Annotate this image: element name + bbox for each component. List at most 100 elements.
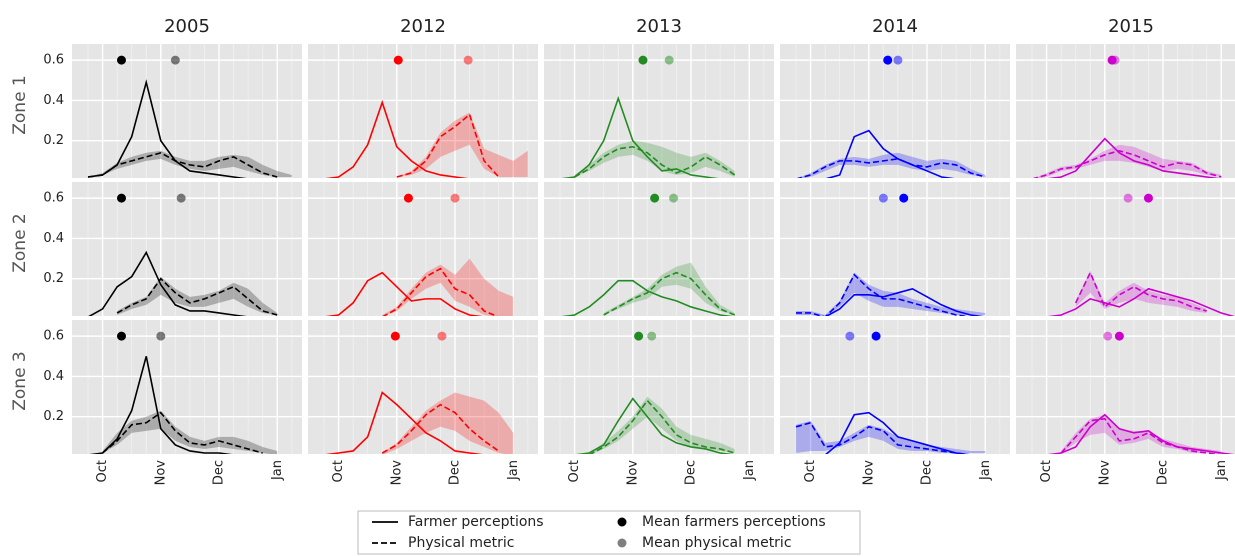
x-tick-label: Oct [803,460,818,482]
panel-background [72,182,302,316]
row-label: Zone 2 [10,213,30,273]
mean-farmer-dot [403,193,413,203]
y-tick-label: 0.2 [43,271,64,286]
farmer-line [1048,287,1235,316]
range-band [102,410,278,454]
x-tick-label: Dec [920,460,935,485]
physical-line [796,273,970,316]
x-tick-label: Jan [270,460,285,481]
panel [1016,320,1235,454]
physical-line [795,421,970,454]
mean-physical-dot [664,55,674,65]
mean-physical-dot [1123,193,1133,203]
mean-farmer-dot [1143,193,1153,203]
range-band [1075,270,1207,313]
panel [780,320,1010,454]
farmer-line [87,79,247,178]
x-tick-label: Dec [212,460,227,485]
x-tick-label: Jan [978,460,993,481]
x-tick-label: Jan [506,460,521,481]
panel [544,320,774,454]
physical-line [1060,417,1220,454]
y-tick-label: 0.4 [43,231,64,246]
legend-label: Farmer perceptions [408,514,544,530]
legend-label: Mean farmers perceptions [642,514,826,530]
panel [308,44,538,178]
panel [72,44,302,178]
panel-background [72,320,302,454]
range-band [382,258,514,316]
column-title: 2005 [164,16,210,37]
panel [1016,182,1235,316]
physical-line [87,151,278,178]
physical-line [116,277,278,316]
range-band [1034,144,1222,178]
farmer-line [825,411,970,454]
y-tick-label: 0.6 [43,191,64,206]
legend-box [357,510,861,555]
farmer-line [325,99,469,178]
legend-dot [617,538,627,548]
x-tick-label: Nov [389,460,404,486]
panel-background [544,44,774,178]
farmer-line [825,129,955,178]
mean-farmer-dot [116,331,126,341]
x-tick-label: Nov [625,460,640,486]
panel [308,320,538,454]
farmer-line [1048,137,1220,178]
mean-physical-dot [170,55,180,65]
physical-line [382,267,499,316]
mean-physical-dot [450,193,460,203]
legend-label: Mean physical metric [642,535,792,551]
y-tick-label: 0.2 [43,133,64,148]
farmer-line [561,279,734,316]
mean-farmer-dot [871,331,881,341]
mean-farmer-dot [116,55,126,65]
farmer-line [89,356,233,454]
x-tick-label: Dec [1156,460,1171,485]
mean-physical-dot [647,331,657,341]
panel [1016,44,1235,178]
mean-physical-dot [669,193,679,203]
physical-line [796,158,986,178]
x-tick-label: Jan [742,460,757,481]
farmer-line [1048,413,1235,454]
panel-background [1016,320,1235,454]
x-tick-label: Dec [684,460,699,485]
y-tick-label: 0.2 [43,409,64,424]
panel-background [780,44,1010,178]
panel [72,320,302,454]
farmer-line [576,397,734,454]
mean-farmer-dot [393,55,403,65]
panel-background [308,320,538,454]
column-title: 2013 [636,16,682,37]
panel [544,44,774,178]
column-title: 2015 [1108,16,1154,37]
range-band [796,420,986,453]
mean-farmer-dot [1107,55,1117,65]
x-tick-label: Dec [448,460,463,485]
panel-background [544,320,774,454]
physical-line [603,271,736,316]
panel [544,182,774,316]
range-band [396,112,528,177]
mean-farmer-dot [1114,331,1124,341]
range-band [1061,414,1222,454]
x-tick-label: Oct [567,460,582,482]
column-title: 2014 [872,16,918,37]
panel-background [308,44,538,178]
mean-physical-dot [893,55,903,65]
legend-dot [617,517,627,527]
range-band [88,150,292,177]
x-tick-label: Oct [95,460,110,482]
row-label: Zone 1 [10,75,30,135]
panel [780,44,1010,178]
physical-line [102,411,263,454]
mean-farmer-dot [390,331,400,341]
physical-line [1032,149,1222,178]
x-tick-label: Oct [1039,460,1054,482]
y-tick-label: 0.4 [43,93,64,108]
farmer-line [88,250,247,316]
mean-physical-dot [463,55,473,65]
